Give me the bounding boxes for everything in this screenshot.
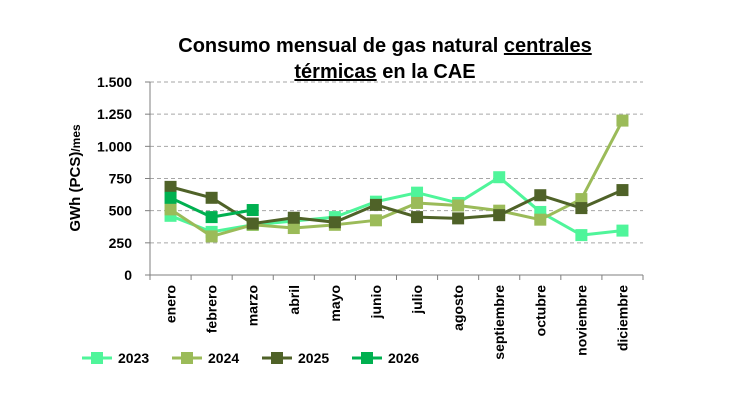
x-tick-labels: enero febrero marzo abril mayo junio julio agos… (163, 285, 631, 360)
x-tick-label: octubre (532, 285, 548, 337)
data-point-2025 (369, 198, 382, 211)
y-tick-label: 0 (124, 267, 132, 283)
title-part-4: en la CAE (377, 61, 476, 83)
y-axis-label-unit: /mes (69, 124, 83, 152)
data-point-2024 (411, 196, 424, 209)
grid (150, 81, 643, 244)
data-point-2025 (616, 184, 629, 197)
legend-label-2025: 2025 (298, 350, 329, 366)
data-point-2023 (575, 229, 588, 242)
data-point-2024 (205, 230, 218, 243)
y-tick-labels: 0 250 500 750 1.000 1.250 1.500 (97, 74, 132, 283)
data-point-2025 (164, 180, 177, 193)
legend-label-2023: 2023 (118, 350, 149, 366)
data-point-2026 (205, 211, 218, 224)
data-point-2024 (164, 203, 177, 216)
y-axis-label-main: GWh (PCS) (67, 152, 84, 232)
y-axis-label: GWh (PCS)/mes (67, 124, 84, 232)
y-tick-label: 1.250 (97, 106, 132, 122)
x-tick-label: enero (163, 285, 179, 323)
data-point-2025 (246, 217, 259, 230)
series-group (164, 114, 629, 243)
x-tick-label: junio (368, 285, 384, 319)
series-line-2025 (170, 185, 624, 226)
x-tick-label: julio (409, 285, 425, 315)
legend-marker-2024 (181, 352, 193, 364)
data-point-2023 (616, 224, 629, 237)
y-tick-label: 1.500 (97, 74, 132, 90)
x-tick-label: marzo (245, 285, 261, 326)
x-tick-label: mayo (327, 285, 343, 322)
legend-marker-2025 (271, 352, 283, 364)
data-point-2024 (369, 214, 382, 227)
data-point-2025 (287, 211, 300, 224)
legend-marker-2023 (91, 352, 103, 364)
chart-title: Consumo mensual de gas natural centrales… (178, 35, 591, 83)
data-point-2023 (493, 171, 506, 184)
x-tick-label: abril (286, 285, 302, 315)
legend-label-2026: 2026 (388, 350, 419, 366)
legend: 2023 2024 2025 2026 (82, 350, 419, 366)
svg-text:Consumo mensual de gas natural: Consumo mensual de gas natural centrales (178, 35, 591, 57)
title-part-1: Consumo mensual de gas natural (178, 35, 504, 57)
data-point-2025 (205, 191, 218, 204)
x-tick-label: septiembre (491, 285, 507, 360)
title-part-3: térmicas (294, 61, 376, 83)
y-tick-label: 500 (109, 203, 133, 219)
data-point-2024 (575, 193, 588, 206)
data-point-2024 (616, 114, 629, 127)
x-tick-label: febrero (204, 285, 220, 333)
data-point-2025 (452, 212, 465, 225)
svg-text:térmicas en la CAE: térmicas en la CAE (294, 61, 475, 83)
data-point-2026 (246, 204, 259, 217)
data-point-2024 (287, 222, 300, 235)
data-point-2025 (328, 216, 341, 229)
data-point-2025 (534, 189, 547, 202)
y-tick-label: 750 (109, 171, 133, 187)
data-point-2025 (493, 209, 506, 222)
axes (145, 81, 644, 280)
data-point-2024 (534, 213, 547, 226)
y-tick-label: 250 (109, 235, 133, 251)
data-point-2024 (452, 199, 465, 212)
series-line-2023 (169, 175, 623, 237)
x-tick-label: diciembre (614, 285, 630, 351)
x-tick-label: agosto (450, 285, 466, 331)
data-point-2023 (411, 186, 424, 199)
data-point-2025 (575, 202, 588, 215)
legend-marker-2026 (361, 352, 373, 364)
data-point-2026 (164, 191, 177, 204)
x-tick-label: noviembre (573, 285, 589, 356)
title-part-2: centrales (504, 35, 592, 57)
y-tick-label: 1.000 (97, 138, 132, 154)
legend-label-2024: 2024 (208, 350, 239, 366)
data-point-2025 (411, 211, 424, 224)
